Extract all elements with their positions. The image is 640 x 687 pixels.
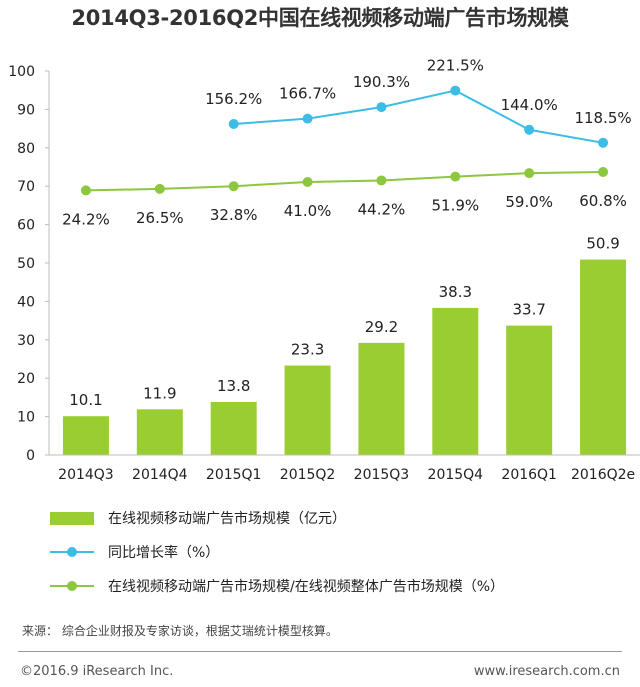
mobile-share-point xyxy=(524,168,535,179)
mobile-share-label: 60.8% xyxy=(579,192,627,210)
bar-value-label: 23.3 xyxy=(291,341,324,359)
mobile-share-point xyxy=(598,166,609,177)
bar xyxy=(432,307,479,455)
y-tick-label: 10 xyxy=(17,410,35,426)
bar-value-label: 33.7 xyxy=(512,301,545,319)
mobile-share-point xyxy=(228,181,239,192)
y-tick-label: 80 xyxy=(17,141,35,157)
bar xyxy=(358,342,405,455)
legend-swatch-share-line xyxy=(50,579,94,593)
x-tick-label: 2015Q4 xyxy=(428,467,484,483)
x-tick-label: 2016Q1 xyxy=(501,467,557,483)
bar-value-label: 10.1 xyxy=(69,391,102,409)
line-series xyxy=(80,85,609,196)
bar xyxy=(62,416,109,455)
mobile-share-point xyxy=(302,176,313,187)
yoy-growth-line xyxy=(233,89,604,144)
x-tick-label: 2015Q1 xyxy=(206,467,262,483)
mobile-share-point xyxy=(450,171,461,182)
yoy-growth-point xyxy=(598,137,609,148)
yoy-growth-point xyxy=(228,118,239,129)
bar-value-label: 29.2 xyxy=(365,318,398,336)
legend-item-market-size: 在线视频移动端广告市场规模（亿元） xyxy=(50,507,504,529)
y-tick-label: 50 xyxy=(17,256,35,272)
legend-label-mobile-share: 在线视频移动端广告市场规模/在线视频整体广告市场规模（%） xyxy=(108,579,505,595)
legend-item-mobile-share: 在线视频移动端广告市场规模/在线视频整体广告市场规模（%） xyxy=(50,575,504,597)
data-labels: 10.1 11.9 13.8 23.3 29.2 38.3 33.7 50.9 156.2% 16… xyxy=(62,57,632,410)
mobile-share-label: 59.0% xyxy=(505,193,553,211)
bar xyxy=(580,259,627,455)
x-tick-label: 2015Q2 xyxy=(280,467,336,483)
y-tick-label: 60 xyxy=(17,218,35,234)
x-tick-label: 2016Q2e xyxy=(571,467,635,483)
mobile-share-label: 26.5% xyxy=(136,209,184,227)
yoy-growth-point xyxy=(376,102,387,113)
source-note: 来源： 综合企业财报及专家访谈，根据艾瑞统计模型核算。 xyxy=(22,624,338,638)
chart-title: 2014Q3-2016Q2中国在线视频移动端广告市场规模 xyxy=(71,6,569,30)
yoy-growth-point xyxy=(524,124,535,135)
yoy-growth-label: 156.2% xyxy=(205,90,262,108)
mobile-share-label: 51.9% xyxy=(431,197,479,215)
legend: 在线视频移动端广告市场规模（亿元） 同比增长率（%） 在线视频移动端广告市场规模… xyxy=(50,507,504,597)
mobile-share-point xyxy=(80,185,91,196)
mobile-share-label: 32.8% xyxy=(210,206,258,224)
x-tick-label: 2014Q4 xyxy=(132,467,188,483)
bar-value-label: 50.9 xyxy=(586,235,619,253)
mobile-share-line xyxy=(85,170,604,192)
yoy-growth-label: 166.7% xyxy=(279,85,336,103)
bar xyxy=(210,402,257,455)
legend-item-yoy-growth: 同比增长率（%） xyxy=(50,541,504,563)
mobile-share-point xyxy=(154,183,165,194)
chart-svg: 0 10 20 30 40 50 60 70 80 90 100 2014Q3 2014Q4 2015Q… xyxy=(8,57,640,483)
y-tick-label: 90 xyxy=(17,102,35,118)
yoy-growth-point xyxy=(450,85,461,96)
yoy-growth-label: 144.0% xyxy=(501,96,558,114)
bar-value-label: 38.3 xyxy=(439,283,472,301)
y-tick-label: 40 xyxy=(17,294,35,310)
mobile-share-label: 24.2% xyxy=(62,210,110,228)
y-tick-label: 100 xyxy=(8,64,35,80)
y-tick-label: 30 xyxy=(17,333,35,349)
legend-label-market-size: 在线视频移动端广告市场规模（亿元） xyxy=(108,511,346,527)
legend-swatch-bar xyxy=(50,511,94,525)
mobile-share-label: 44.2% xyxy=(358,200,406,218)
bar-value-label: 13.8 xyxy=(217,377,250,395)
x-axis: 2014Q3 2014Q4 2015Q1 2015Q2 2015Q3 2015Q4 2016… xyxy=(49,454,640,483)
bar xyxy=(284,365,331,455)
y-tick-label: 20 xyxy=(17,371,35,387)
yoy-growth-label: 190.3% xyxy=(353,73,410,91)
bar xyxy=(136,409,183,455)
website-text: www.iresearch.com.cn xyxy=(473,664,620,679)
yoy-growth-point xyxy=(302,113,313,124)
legend-swatch-yoy-line xyxy=(50,545,94,559)
yoy-growth-label: 118.5% xyxy=(574,109,631,127)
mobile-share-point xyxy=(376,175,387,186)
x-tick-label: 2014Q3 xyxy=(58,467,114,483)
legend-label-yoy-growth: 同比增长率（%） xyxy=(108,545,220,561)
y-tick-label: 70 xyxy=(17,179,35,195)
y-tick-label: 0 xyxy=(26,448,35,464)
bars xyxy=(62,259,627,455)
footer-divider xyxy=(18,651,622,652)
yoy-growth-label: 221.5% xyxy=(427,57,484,75)
bar-value-label: 11.9 xyxy=(143,384,176,402)
bar xyxy=(506,325,553,455)
mobile-share-label: 41.0% xyxy=(284,202,332,220)
copyright-text: ©2016.9 iResearch Inc. xyxy=(20,664,174,679)
x-tick-label: 2015Q3 xyxy=(354,467,410,483)
y-axis: 0 10 20 30 40 50 60 70 80 90 100 xyxy=(8,64,50,464)
